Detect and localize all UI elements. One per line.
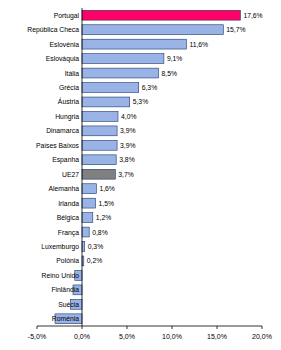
bar [82, 97, 130, 107]
bar [82, 155, 116, 165]
data-label: 1,5% [99, 200, 115, 207]
data-label: 3,7% [118, 171, 134, 178]
data-label: 3,9% [120, 142, 136, 149]
tick-mark [37, 326, 38, 329]
category-label: UE27 [62, 171, 79, 178]
data-label: 3,9% [120, 127, 136, 134]
bar [82, 111, 118, 121]
bar [82, 25, 223, 35]
data-label: 8,5% [162, 70, 178, 77]
bar [82, 213, 93, 223]
data-label: 0,8% [92, 229, 108, 236]
bar [82, 83, 139, 93]
category-label: Roménia [52, 315, 79, 322]
category-label: República Checa [27, 26, 79, 34]
tick-label: 5,0% [119, 333, 135, 340]
bar [82, 184, 96, 194]
value-axis [37, 326, 262, 327]
bar [82, 227, 89, 237]
bar [82, 242, 85, 252]
bar [82, 169, 115, 179]
tick-mark [172, 326, 173, 329]
tick-label: 15,0% [207, 333, 227, 340]
category-label: Itália [65, 70, 80, 77]
category-axis [82, 8, 83, 326]
category-label: Bélgica [57, 214, 80, 222]
bar [82, 39, 186, 49]
bar [82, 54, 164, 64]
category-label: Áustria [58, 97, 79, 105]
data-label: 9,1% [167, 55, 183, 62]
bars [55, 10, 240, 323]
tick-mark [217, 326, 218, 329]
category-label: França [58, 229, 79, 237]
bar [82, 198, 96, 208]
bar [82, 10, 240, 20]
category-label: Irlanda [58, 200, 79, 207]
data-label: 1,6% [99, 185, 115, 192]
data-label: 1,2% [96, 214, 112, 221]
tick-label: 0,0% [74, 333, 90, 340]
category-label: Eslovénia [50, 41, 80, 48]
data-label: 15,7% [226, 26, 245, 33]
data-label: 0,3% [88, 243, 104, 250]
bar [82, 126, 117, 136]
data-label: 5,3% [133, 98, 149, 105]
data-label: 4,0% [121, 113, 137, 120]
tick-mark [82, 326, 83, 329]
category-label: Espanha [52, 156, 79, 164]
data-label: 17,6% [243, 12, 262, 19]
tick-label: 10,0% [162, 333, 182, 340]
category-label: Grécia [59, 84, 79, 91]
tick-label: -5,0% [28, 333, 46, 340]
category-label: Países Baixos [36, 142, 80, 149]
category-label: Polónia [56, 257, 79, 264]
tick-mark [262, 326, 263, 329]
category-label: Suécia [58, 301, 79, 308]
category-label: Dinamarca [46, 127, 79, 134]
data-label: 0,2% [87, 257, 103, 264]
category-label: Portugal [54, 12, 80, 20]
data-label: 11,6% [189, 41, 208, 48]
category-label: Luxemburgo [41, 243, 79, 251]
bar [82, 140, 117, 150]
category-label: Eslováquia [46, 55, 79, 63]
category-label: Hungria [55, 113, 79, 121]
category-label: Finlândia [51, 286, 79, 293]
data-label: 6,3% [142, 84, 158, 91]
bar [82, 68, 159, 78]
data-label: 3,8% [119, 156, 135, 163]
chart: Portugal República Checa Eslovénia Eslováqu… [0, 0, 281, 350]
category-label: Reino Unido [42, 272, 80, 279]
tick-mark [127, 326, 128, 329]
tick-label: 20,0% [252, 333, 272, 340]
category-label: Alemanha [48, 185, 79, 192]
